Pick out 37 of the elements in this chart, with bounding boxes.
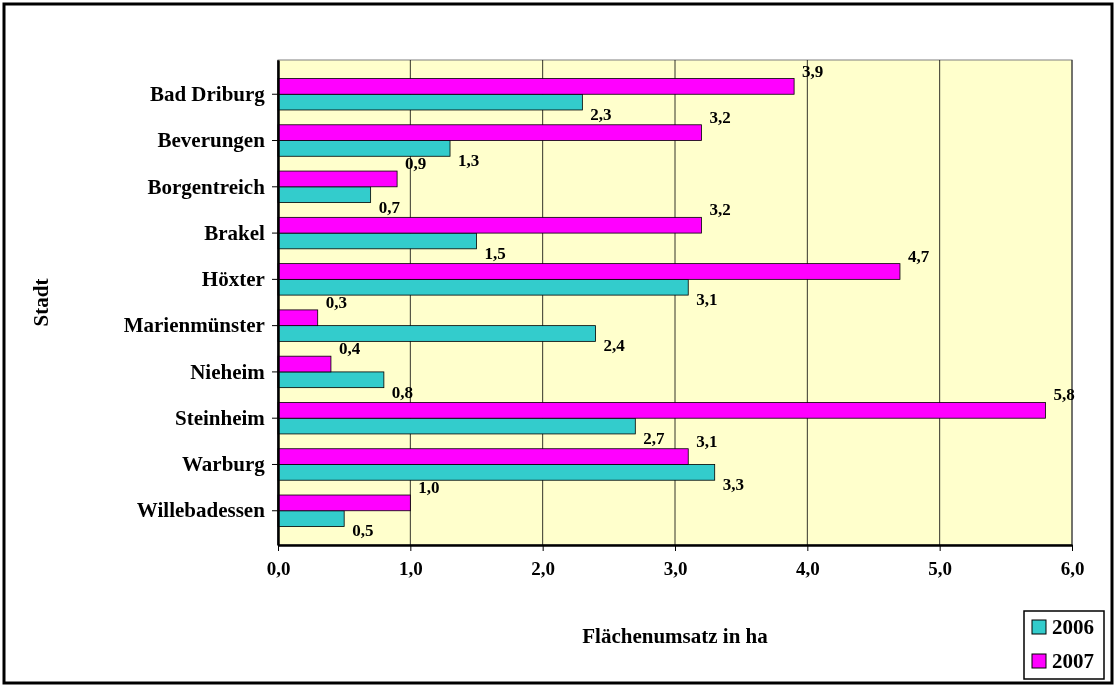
data-label: 2,3 [590, 104, 612, 124]
y-tick-label: Borgentreich [147, 174, 266, 199]
legend-label: 2006 [1052, 615, 1094, 639]
data-label: 0,5 [352, 521, 374, 541]
data-label: 3,2 [709, 107, 731, 127]
y-tick-label: Beverungen [157, 128, 266, 153]
data-label: 3,1 [696, 431, 718, 451]
data-label: 0,4 [338, 339, 361, 359]
data-label: 1,5 [484, 243, 506, 263]
x-tick-label: 1,0 [398, 557, 423, 579]
data-label: 4,7 [907, 246, 930, 266]
data-label: 2,7 [643, 428, 666, 448]
data-label: 3,2 [709, 200, 731, 220]
data-label: 3,3 [722, 475, 744, 495]
x-tick-label: 2,0 [531, 557, 556, 579]
y-tick-label: Höxter [201, 267, 265, 292]
y-tick-label: Willebadessen [136, 498, 266, 523]
data-label: 2,4 [603, 336, 626, 356]
y-tick-label: Bad Driburg [149, 81, 266, 106]
x-tick-label: 5,0 [928, 557, 953, 579]
y-axis-title: Stadt [29, 278, 53, 327]
legend-label: 2007 [1052, 649, 1094, 673]
x-tick-label: 4,0 [795, 557, 820, 579]
y-tick-label: Marienmünster [123, 313, 265, 338]
y-tick-label: Warburg [181, 452, 266, 477]
data-label: 1,3 [458, 151, 480, 171]
data-label: 1,0 [418, 478, 440, 498]
x-tick-label: 0,0 [266, 557, 291, 579]
data-label: 3,1 [696, 290, 718, 310]
y-tick-label: Brakel [204, 220, 265, 245]
y-tick-label: Nieheim [190, 359, 266, 384]
x-axis-title: Flächenumsatz in ha [582, 624, 769, 648]
data-label: 0,3 [325, 292, 347, 312]
y-tick-label: Steinheim [174, 405, 266, 430]
x-tick-label: 6,0 [1060, 557, 1085, 579]
data-label: 0,7 [378, 197, 401, 217]
x-tick-label: 3,0 [663, 557, 688, 579]
